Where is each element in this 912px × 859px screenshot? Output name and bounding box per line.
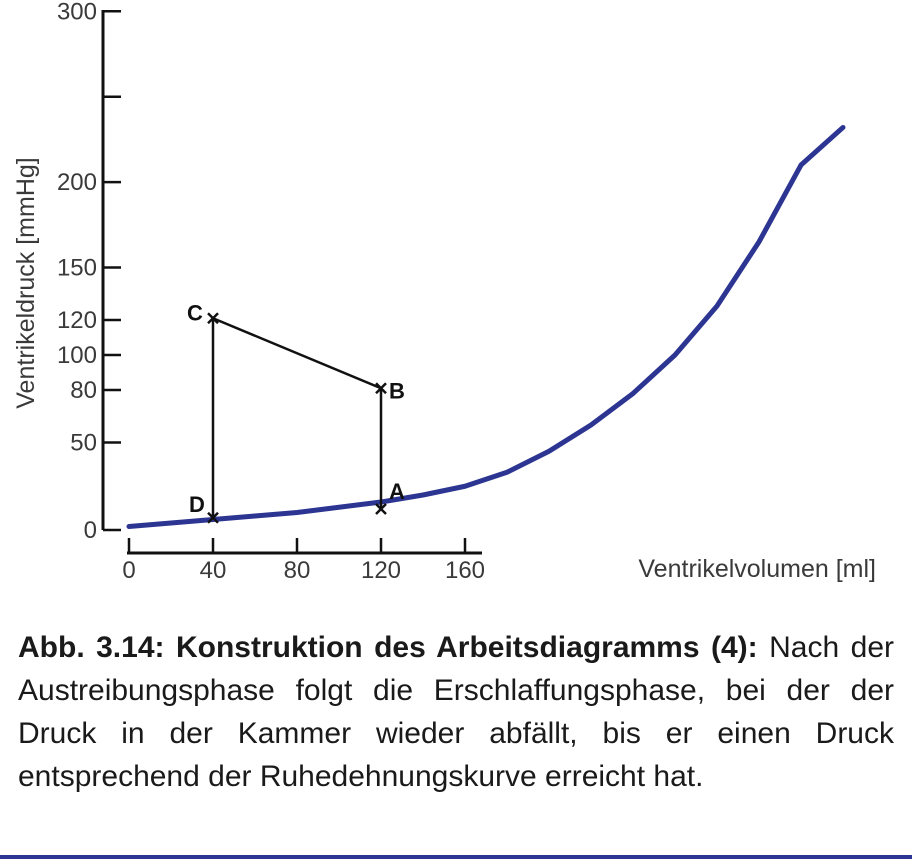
caption-text: Nach der Austreibungsphase folgt die Ers… <box>18 631 894 793</box>
point-marker <box>207 312 219 325</box>
x-axis-title: Ventrikelvolumen [ml] <box>638 555 876 583</box>
point-d: D <box>189 492 219 524</box>
point-b: B <box>375 378 405 403</box>
caption-title: Abb. 3.14: Konstruktion des Arbeitsdiagr… <box>18 631 758 664</box>
y-tick-label: 120 <box>57 307 97 334</box>
figure-caption: Abb. 3.14: Konstruktion des Arbeitsdiagr… <box>18 626 894 798</box>
point-a: A <box>375 479 405 515</box>
x-tick-label: 120 <box>361 557 401 584</box>
point-label: B <box>389 378 405 403</box>
work-cycle-line <box>211 317 383 519</box>
x-axis: 0 40 80 120 160 <box>122 538 485 584</box>
bottom-rule <box>0 855 912 859</box>
resting-distension-curve <box>126 124 846 529</box>
point-label: C <box>187 300 203 325</box>
pressure-volume-chart: 0 40 80 120 160 0 50 80 100 120 150 200 300 A B C D Ve… <box>12 0 876 584</box>
x-tick-label: 40 <box>200 557 227 584</box>
x-tick-label: 80 <box>284 557 311 584</box>
point-label: D <box>189 492 205 517</box>
y-tick-label: 150 <box>57 255 97 282</box>
point-c: C <box>187 300 219 325</box>
y-tick-label: 300 <box>57 0 97 25</box>
y-axis: 0 50 80 100 120 150 200 300 <box>57 0 121 544</box>
y-tick-label: 80 <box>70 377 97 404</box>
y-tick-label: 200 <box>57 169 97 196</box>
y-tick-label: 0 <box>84 517 97 544</box>
x-tick-label: 160 <box>445 557 485 584</box>
point-marker <box>375 382 387 395</box>
y-tick-label: 50 <box>70 430 97 457</box>
point-marker <box>375 503 387 515</box>
point-marker <box>207 511 219 524</box>
y-axis-title: Ventrikeldruck [mmHg] <box>12 157 40 408</box>
x-tick-label: 0 <box>122 557 135 584</box>
point-label: A <box>389 479 405 504</box>
y-tick-label: 100 <box>57 342 97 369</box>
